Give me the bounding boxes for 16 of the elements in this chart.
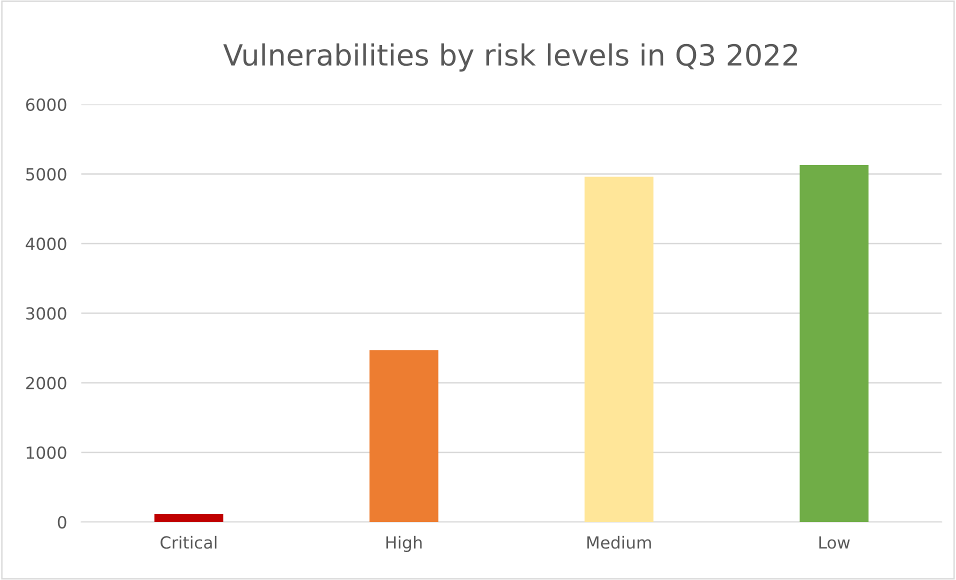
bar (154, 514, 224, 522)
x-tick-label: Low (819, 536, 850, 549)
x-tick-label: Medium (587, 536, 651, 549)
y-tick-label: 0 (58, 516, 66, 529)
y-tick-label: 4000 (26, 238, 66, 250)
chart-title: Vulnerabilities by risk levels in Q3 2022 (223, 43, 797, 72)
x-tick-label: High (386, 536, 422, 552)
x-tick-label: Critical (160, 536, 216, 549)
bar (800, 164, 869, 522)
bar (369, 350, 438, 522)
y-tick-label: 6000 (26, 98, 66, 111)
y-tick-label: 2000 (26, 376, 66, 390)
y-tick-label: 5000 (26, 168, 66, 181)
y-tick-label: 3000 (26, 307, 66, 320)
y-tick-label: 1000 (26, 446, 66, 459)
bar (584, 176, 654, 522)
